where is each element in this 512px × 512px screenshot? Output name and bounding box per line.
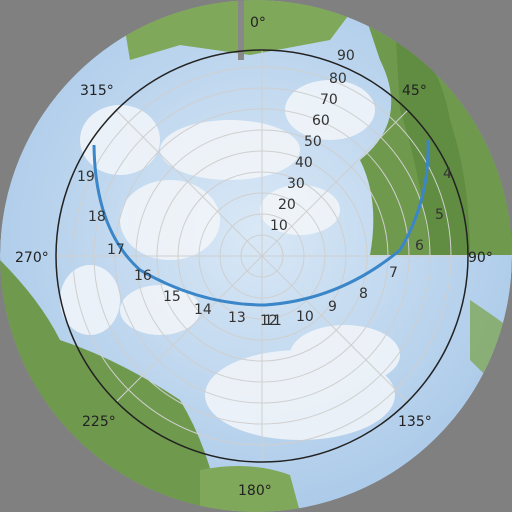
sun-path-curve	[92, 139, 430, 307]
hour-label-19: 19	[77, 169, 95, 185]
hour-label-15: 15	[163, 289, 181, 305]
hour-label-10: 10	[296, 309, 314, 325]
zenith-label-90: 90	[337, 48, 355, 64]
horizon-ring	[55, 49, 469, 463]
direction-label-nw: 315°	[80, 83, 114, 99]
hour-label-13: 13	[228, 310, 246, 326]
zenith-label-60: 60	[312, 113, 330, 129]
direction-label-s: 180°	[238, 483, 272, 499]
direction-label-se: 135°	[398, 414, 432, 430]
hour-label-4: 4	[443, 166, 452, 182]
zenith-label-50: 50	[304, 134, 322, 150]
zenith-label-80: 80	[329, 71, 347, 87]
hour-label-12: 12	[260, 313, 278, 329]
zenith-label-20: 20	[278, 197, 296, 213]
hour-label-16: 16	[134, 268, 152, 284]
direction-label-sw: 225°	[82, 414, 116, 430]
hour-label-5: 5	[435, 207, 444, 223]
direction-label-e: 90°	[468, 250, 493, 266]
direction-label-ne: 45°	[402, 83, 427, 99]
azimuth-grid	[56, 50, 468, 462]
hour-label-18: 18	[88, 209, 106, 225]
hour-label-14: 14	[194, 302, 212, 318]
hour-label-17: 17	[107, 242, 125, 258]
zenith-label-10: 10	[270, 218, 288, 234]
hour-label-8: 8	[359, 286, 368, 302]
hour-label-9: 9	[328, 299, 337, 315]
zenith-label-70: 70	[320, 92, 338, 108]
hour-label-6: 6	[415, 238, 424, 254]
zenith-label-40: 40	[295, 155, 313, 171]
direction-label-n: 0°	[250, 15, 266, 31]
direction-label-w: 270°	[15, 250, 49, 266]
zenith-label-30: 30	[287, 176, 305, 192]
hour-label-11: 11	[264, 313, 282, 329]
hour-label-7: 7	[389, 265, 398, 281]
